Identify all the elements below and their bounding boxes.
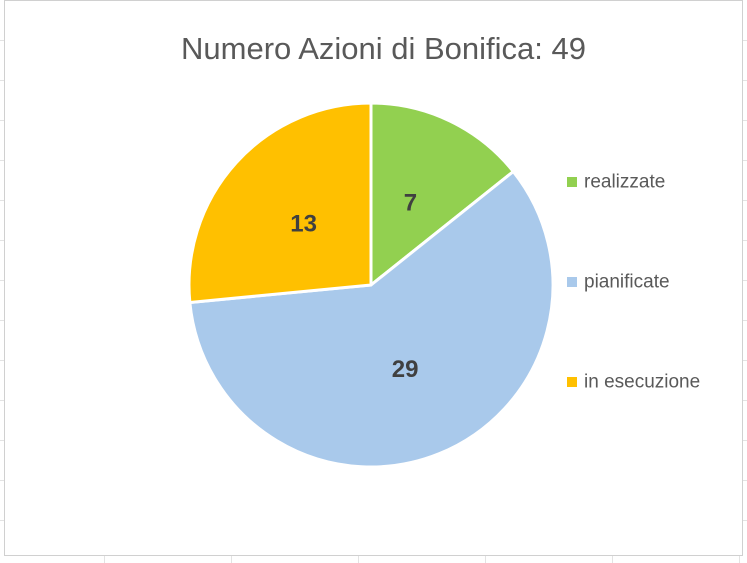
legend-item[interactable]: realizzate <box>567 172 665 193</box>
chart-legend[interactable]: realizzate pianificate in esecuzione <box>567 172 700 393</box>
data-label: 29 <box>392 356 419 383</box>
pie-slice-realizzate[interactable] <box>369 101 515 287</box>
data-label: 7 <box>404 190 417 217</box>
pie-data-labels: 7 29 13 <box>290 190 418 383</box>
data-label: 13 <box>290 210 317 237</box>
pie-slices <box>187 101 555 469</box>
pie-slice-in-esecuzione[interactable] <box>187 101 373 304</box>
legend-swatch <box>567 377 577 387</box>
chart-title[interactable]: Numero Azioni di Bonifica: 49 <box>181 31 586 66</box>
legend-label: realizzate <box>584 172 665 193</box>
legend-label: pianificate <box>584 272 670 293</box>
legend-swatch <box>567 177 577 187</box>
legend-item[interactable]: in esecuzione <box>567 372 700 393</box>
pie-slice-pianificate[interactable] <box>188 170 555 469</box>
legend-label: in esecuzione <box>584 372 700 393</box>
legend-swatch <box>567 277 577 287</box>
legend-item[interactable]: pianificate <box>567 272 670 293</box>
